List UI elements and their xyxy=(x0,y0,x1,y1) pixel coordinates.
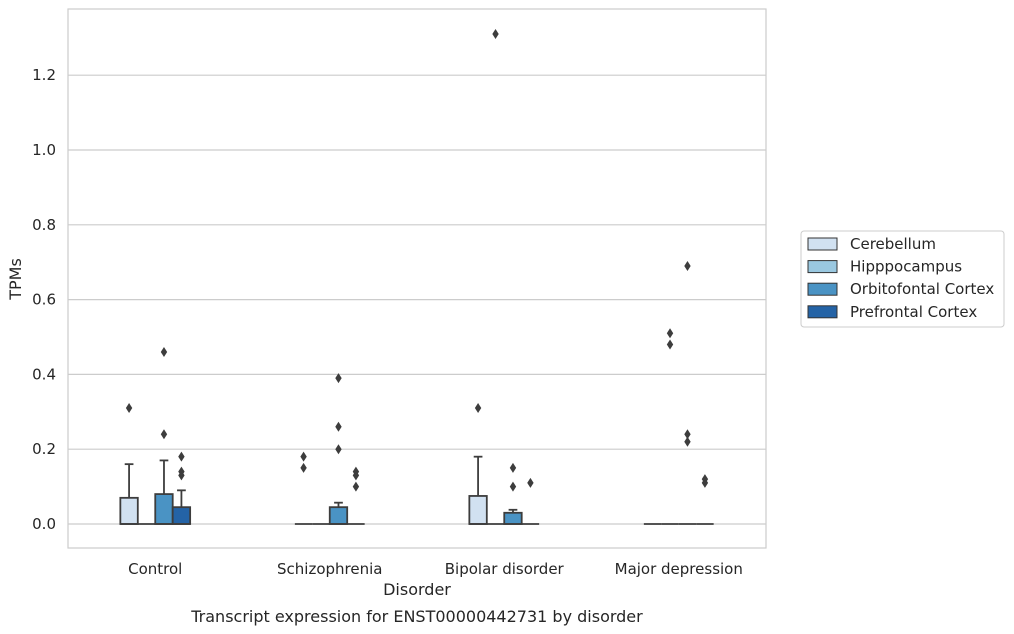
legend-swatch xyxy=(807,282,838,296)
box-group xyxy=(521,477,540,525)
outlier-point xyxy=(352,481,360,492)
grid-layer xyxy=(68,74,766,525)
box xyxy=(171,506,192,525)
x-axis-title: Disorder xyxy=(383,580,451,599)
box xyxy=(154,493,174,525)
outlier-point xyxy=(352,466,360,477)
box xyxy=(119,496,139,525)
y-axis-title: TPMs xyxy=(6,258,25,301)
y-tick-label: 1.2 xyxy=(32,66,56,84)
outlier-point xyxy=(684,260,691,271)
outlier-point xyxy=(160,346,168,357)
legend-swatch xyxy=(807,237,838,251)
y-tick-labels: 0.0 0.2 0.4 0.6 0.8 1.0 1.2 xyxy=(32,66,56,533)
y-tick-label: 0.8 xyxy=(32,216,56,234)
outlier-point xyxy=(492,29,499,40)
plot-frame xyxy=(67,8,767,549)
box-group xyxy=(294,451,313,525)
outlier-point xyxy=(474,403,482,414)
legend-label: Cerebellum xyxy=(850,235,936,253)
outlier-point xyxy=(335,373,342,384)
box-group xyxy=(468,403,488,525)
outlier-point xyxy=(509,462,517,473)
outlier-point xyxy=(701,474,709,485)
x-tick-label: Major depression xyxy=(615,560,743,578)
y-tick-label: 0.4 xyxy=(32,365,56,383)
chart-caption: Transcript expression for ENST0000044273… xyxy=(190,607,643,626)
box-group xyxy=(678,260,697,525)
box-group xyxy=(696,474,714,525)
legend-swatch xyxy=(807,260,838,274)
x-tick-label: Schizophrenia xyxy=(277,560,382,578)
y-tick-label: 0.2 xyxy=(32,440,56,458)
outlier-point xyxy=(178,466,185,477)
outlier-point xyxy=(335,421,342,432)
box-group xyxy=(347,466,365,525)
legend-label: Orbitofontal Cortex xyxy=(850,280,994,298)
legend-label: Hipppocampus xyxy=(850,258,962,276)
box-group xyxy=(486,29,505,525)
x-tick-label: Bipolar disorder xyxy=(445,560,565,578)
legend-swatch xyxy=(807,305,838,319)
outlier-point xyxy=(300,451,307,462)
box-layer xyxy=(119,29,714,525)
outlier-point xyxy=(666,328,674,339)
box-group xyxy=(328,373,349,525)
legend: Cerebellum Hipppocampus Orbitofontal Corte… xyxy=(800,230,1005,328)
outlier-point xyxy=(684,429,691,440)
outlier-point xyxy=(178,451,185,462)
outlier-point xyxy=(527,477,534,488)
legend-frame xyxy=(800,230,1005,328)
box xyxy=(503,511,523,525)
x-tick-labels: Control Schizophrenia Bipolar disorder Majo… xyxy=(128,560,743,578)
outlier-point xyxy=(300,462,307,473)
y-tick-label: 1.0 xyxy=(32,141,56,159)
box xyxy=(468,495,488,525)
box-group xyxy=(154,346,174,525)
y-tick-label: 0.0 xyxy=(32,515,56,533)
box-group xyxy=(119,403,139,525)
outlier-point xyxy=(509,481,517,492)
box-group xyxy=(661,328,679,525)
box-group xyxy=(503,462,523,525)
x-tick-label: Control xyxy=(128,560,182,578)
legend-label: Prefrontal Cortex xyxy=(850,303,977,321)
outlier-point xyxy=(684,436,691,447)
y-tick-label: 0.6 xyxy=(32,291,56,309)
box xyxy=(328,506,349,525)
outlier-point xyxy=(335,444,342,455)
outlier-point xyxy=(666,339,674,350)
outlier-point xyxy=(160,429,168,440)
outlier-point xyxy=(125,403,133,414)
box-group xyxy=(171,451,192,525)
